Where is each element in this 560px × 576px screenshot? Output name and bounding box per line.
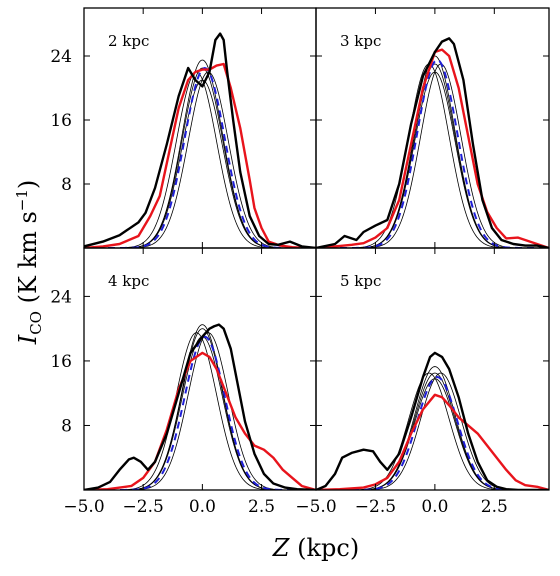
panel-label: 4 kpc (108, 272, 149, 290)
x-tick-label: 2.5 (248, 497, 275, 517)
model-dashed-line (84, 66, 316, 248)
model-envelope-line (84, 71, 316, 248)
y-tick-label: 24 (50, 47, 72, 67)
model-envelope-line (316, 372, 549, 490)
y-tick-label: 16 (50, 352, 72, 372)
observed-black-line (84, 32, 316, 248)
x-tick-label: −2.5 (123, 497, 164, 517)
x-tick-label: −5.0 (63, 497, 104, 517)
panel-label: 2 kpc (108, 32, 149, 50)
panel-label: 5 kpc (340, 272, 381, 290)
model-envelope-line (316, 366, 549, 490)
observed-black-line (316, 351, 549, 490)
model-envelope-line (316, 63, 549, 248)
observed-black-line (84, 323, 316, 490)
x-tick-label: −5.0 (295, 497, 336, 517)
observed-red-line (316, 393, 549, 490)
model-dashed-line (316, 58, 549, 248)
model-envelope-line (316, 63, 549, 248)
model-envelope-line (84, 79, 316, 248)
y-tick-label: 24 (50, 287, 72, 307)
x-axis-title: Z (kpc) (272, 534, 359, 562)
model-envelope-line (316, 63, 549, 248)
model-envelope-line (316, 372, 549, 490)
x-tick-label: 2.5 (481, 497, 508, 517)
x-tick-label: −2.5 (355, 497, 396, 517)
y-axis-title: ICO (K km s−1) (13, 180, 45, 346)
y-tick-label: 16 (50, 111, 72, 131)
y-tick-label: 8 (61, 416, 72, 436)
model-envelope-line (84, 324, 316, 490)
model-envelope-line (316, 71, 549, 248)
panel-frame (315, 247, 550, 491)
y-tick-label: 8 (61, 175, 72, 195)
x-tick-label: 0.0 (189, 497, 216, 517)
panel-label: 3 kpc (340, 32, 381, 50)
panel-frames: 2 kpc 3 kpc 4 kpc 5 kpc (83, 7, 550, 491)
model-envelope-line (84, 71, 316, 248)
panel-2 (316, 37, 549, 248)
x-tick-labels: −5.0 −2.5 0.0 2.5 −5.0 −2.5 0.0 2.5 (63, 497, 507, 517)
model-envelope-line (84, 59, 316, 248)
observed-red-line (84, 351, 316, 490)
model-dashed-line (316, 376, 549, 490)
model-envelope-line (84, 67, 316, 248)
observed-red-line (84, 62, 316, 248)
y-tick-labels: 8 16 24 8 16 24 (50, 47, 72, 436)
panel-4 (316, 351, 549, 490)
panel-1 (84, 32, 316, 248)
observed-black-line (316, 37, 549, 248)
x-tick-label: 0.0 (421, 497, 448, 517)
model-envelope-line (316, 372, 549, 490)
panel-3 (84, 323, 316, 490)
observed-red-line (316, 48, 549, 248)
model-envelope-line (316, 378, 549, 490)
model-envelope-line (316, 55, 549, 248)
